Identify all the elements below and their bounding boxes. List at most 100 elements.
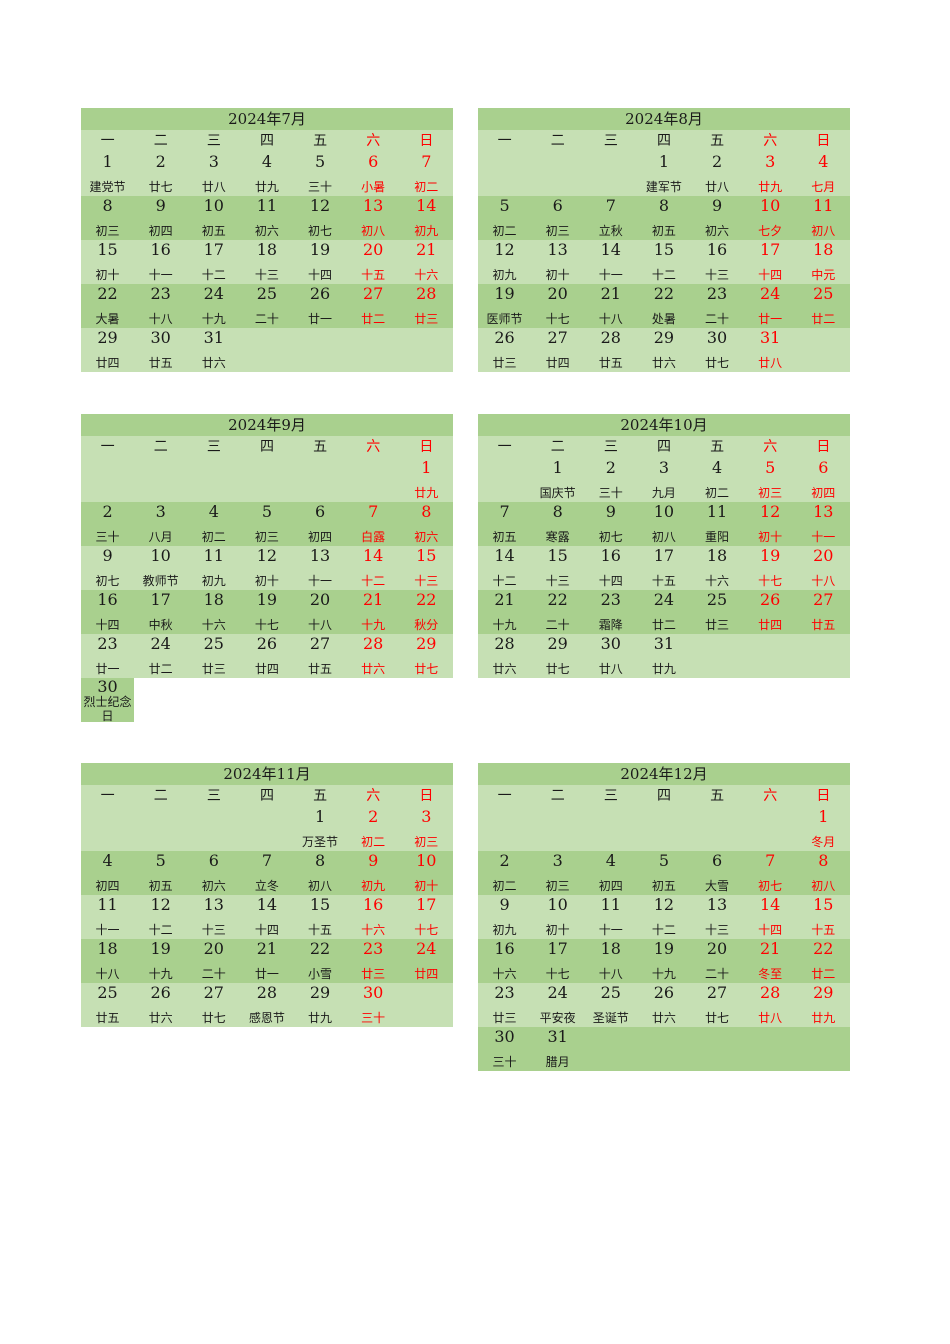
- day-cell[interactable]: 6 小暑: [347, 152, 400, 196]
- day-cell[interactable]: 30 廿八: [584, 634, 637, 678]
- day-cell[interactable]: 29 廿七: [400, 634, 453, 678]
- day-cell[interactable]: 28 廿六: [478, 634, 531, 678]
- day-cell[interactable]: 21 廿一: [240, 939, 293, 983]
- day-cell[interactable]: 7 初五: [478, 502, 531, 546]
- day-cell[interactable]: 18 十六: [691, 546, 744, 590]
- day-cell[interactable]: 13 初十: [531, 240, 584, 284]
- day-cell[interactable]: 25 廿三: [691, 590, 744, 634]
- day-cell[interactable]: 11 初九: [187, 546, 240, 590]
- day-cell[interactable]: 22 大暑: [81, 284, 134, 328]
- day-cell[interactable]: 13 十一: [294, 546, 347, 590]
- day-cell[interactable]: 13 初八: [347, 196, 400, 240]
- day-cell[interactable]: 8 初六: [400, 502, 453, 546]
- day-cell[interactable]: 17 十四: [744, 240, 797, 284]
- day-cell[interactable]: 22 秋分: [400, 590, 453, 634]
- day-cell[interactable]: 10 初八: [637, 502, 690, 546]
- day-cell[interactable]: 8 初八: [294, 851, 347, 895]
- day-cell[interactable]: 7 立冬: [240, 851, 293, 895]
- day-cell[interactable]: 1 国庆节: [531, 458, 584, 502]
- day-cell[interactable]: 9 初七: [584, 502, 637, 546]
- day-cell[interactable]: 3 廿八: [187, 152, 240, 196]
- day-cell[interactable]: 3 初三: [400, 807, 453, 851]
- day-cell[interactable]: 29 廿四: [81, 328, 134, 372]
- day-cell[interactable]: 19 十九: [134, 939, 187, 983]
- day-cell[interactable]: 15 十三: [400, 546, 453, 590]
- day-cell[interactable]: 29 廿六: [637, 328, 690, 372]
- day-cell[interactable]: 20 二十: [187, 939, 240, 983]
- day-cell[interactable]: 9 初六: [691, 196, 744, 240]
- day-cell[interactable]: 15 十五: [294, 895, 347, 939]
- day-cell[interactable]: 16 十三: [691, 240, 744, 284]
- day-cell[interactable]: 1 廿九: [400, 458, 453, 502]
- day-cell[interactable]: 4 初二: [691, 458, 744, 502]
- day-cell[interactable]: 5 初二: [478, 196, 531, 240]
- day-cell[interactable]: 6 初六: [187, 851, 240, 895]
- day-cell[interactable]: 3 九月: [637, 458, 690, 502]
- day-cell[interactable]: 21 十八: [584, 284, 637, 328]
- day-cell[interactable]: 16 十六: [347, 895, 400, 939]
- day-cell[interactable]: 24 廿二: [134, 634, 187, 678]
- day-cell[interactable]: 6 初四: [294, 502, 347, 546]
- day-cell[interactable]: 24 平安夜: [531, 983, 584, 1027]
- day-cell[interactable]: 10 初十: [531, 895, 584, 939]
- day-cell[interactable]: 10 教师节: [134, 546, 187, 590]
- day-cell[interactable]: 11 初八: [797, 196, 850, 240]
- day-cell[interactable]: 31 腊月: [531, 1027, 584, 1071]
- day-cell[interactable]: 14 十四: [240, 895, 293, 939]
- day-cell[interactable]: 30 烈士纪念日: [81, 678, 135, 723]
- day-cell[interactable]: 31 廿八: [744, 328, 797, 372]
- day-cell[interactable]: 6 大雪: [691, 851, 744, 895]
- day-cell[interactable]: 14 初九: [400, 196, 453, 240]
- day-cell[interactable]: 26 廿四: [744, 590, 797, 634]
- day-cell[interactable]: 30 廿五: [134, 328, 187, 372]
- day-cell[interactable]: 27 廿二: [347, 284, 400, 328]
- day-cell[interactable]: 16 十六: [478, 939, 531, 983]
- day-cell[interactable]: 19 十四: [294, 240, 347, 284]
- day-cell[interactable]: 3 八月: [134, 502, 187, 546]
- day-cell[interactable]: 30 三十: [478, 1027, 531, 1071]
- day-cell[interactable]: 9 初七: [81, 546, 134, 590]
- day-cell[interactable]: 23 廿一: [81, 634, 134, 678]
- day-cell[interactable]: 17 十五: [637, 546, 690, 590]
- day-cell[interactable]: 13 十三: [187, 895, 240, 939]
- day-cell[interactable]: 20 十五: [347, 240, 400, 284]
- day-cell[interactable]: 15 十五: [797, 895, 850, 939]
- day-cell[interactable]: 21 十九: [478, 590, 531, 634]
- day-cell[interactable]: 5 初三: [744, 458, 797, 502]
- day-cell[interactable]: 10 七夕: [744, 196, 797, 240]
- day-cell[interactable]: 4 初二: [187, 502, 240, 546]
- day-cell[interactable]: 19 十七: [240, 590, 293, 634]
- day-cell[interactable]: 2 廿八: [691, 152, 744, 196]
- day-cell[interactable]: 17 十七: [531, 939, 584, 983]
- day-cell[interactable]: 12 初七: [294, 196, 347, 240]
- day-cell[interactable]: 23 十八: [134, 284, 187, 328]
- day-cell[interactable]: 9 初九: [347, 851, 400, 895]
- day-cell[interactable]: 20 十八: [797, 546, 850, 590]
- day-cell[interactable]: 18 中元: [797, 240, 850, 284]
- day-cell[interactable]: 19 十九: [637, 939, 690, 983]
- day-cell[interactable]: 23 廿三: [347, 939, 400, 983]
- day-cell[interactable]: 18 十三: [240, 240, 293, 284]
- day-cell[interactable]: 25 廿二: [797, 284, 850, 328]
- day-cell[interactable]: 27 廿七: [691, 983, 744, 1027]
- day-cell[interactable]: 26 廿三: [478, 328, 531, 372]
- day-cell[interactable]: 24 廿四: [400, 939, 453, 983]
- day-cell[interactable]: 21 十九: [347, 590, 400, 634]
- day-cell[interactable]: 23 二十: [691, 284, 744, 328]
- day-cell[interactable]: 25 圣诞节: [584, 983, 637, 1027]
- day-cell[interactable]: 17 十二: [187, 240, 240, 284]
- day-cell[interactable]: 4 初四: [584, 851, 637, 895]
- day-cell[interactable]: 5 初三: [240, 502, 293, 546]
- day-cell[interactable]: 1 万圣节: [294, 807, 347, 851]
- day-cell[interactable]: 1 建军节: [637, 152, 690, 196]
- day-cell[interactable]: 17 十七: [400, 895, 453, 939]
- day-cell[interactable]: 16 十四: [584, 546, 637, 590]
- day-cell[interactable]: 26 廿四: [240, 634, 293, 678]
- day-cell[interactable]: 21 十六: [400, 240, 453, 284]
- day-cell[interactable]: 29 廿七: [531, 634, 584, 678]
- day-cell[interactable]: 28 廿三: [400, 284, 453, 328]
- day-cell[interactable]: 4 七月: [797, 152, 850, 196]
- day-cell[interactable]: 27 廿五: [294, 634, 347, 678]
- day-cell[interactable]: 22 小雪: [294, 939, 347, 983]
- day-cell[interactable]: 30 三十: [347, 983, 400, 1027]
